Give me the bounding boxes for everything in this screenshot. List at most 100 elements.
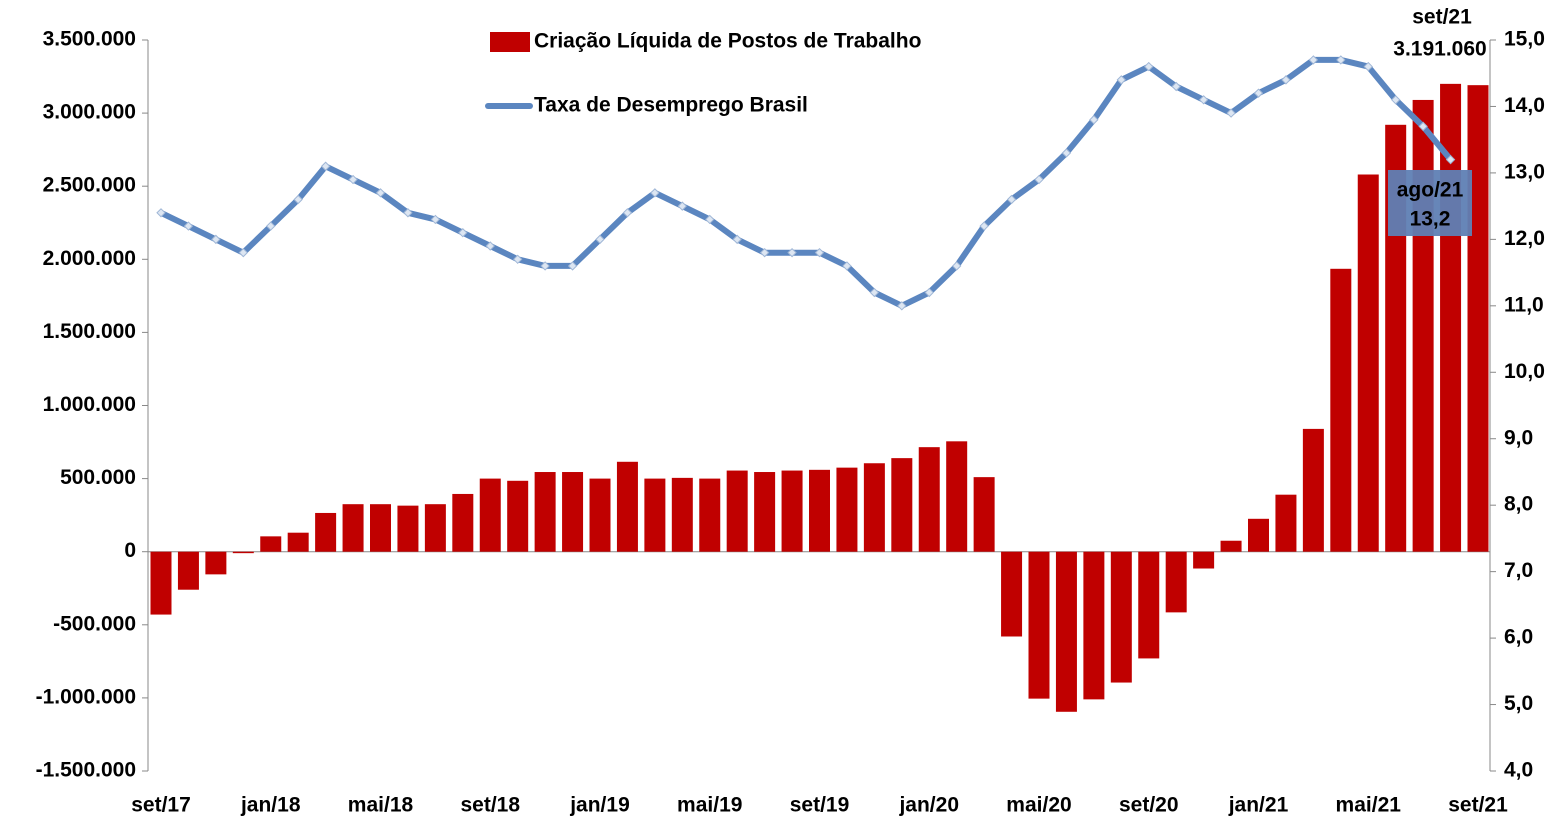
line-marker — [1116, 75, 1127, 85]
bar — [1083, 551, 1105, 700]
line-marker — [677, 201, 688, 211]
line-marker — [238, 247, 249, 258]
bar — [177, 551, 199, 590]
bar — [232, 551, 254, 554]
x-tick-label: jan/20 — [898, 794, 959, 817]
bar — [946, 441, 968, 552]
bar — [1220, 540, 1242, 552]
x-tick-label: set/19 — [790, 794, 850, 817]
line-marker — [1089, 115, 1099, 125]
line-marker — [842, 261, 852, 271]
annotation: 13,2 — [1410, 208, 1451, 231]
line-marker — [814, 247, 825, 258]
x-tick-label: set/17 — [131, 794, 191, 817]
line-marker — [759, 247, 770, 258]
line-marker — [650, 188, 660, 198]
line-marker — [156, 208, 166, 218]
annotation: 3.191.060 — [1393, 38, 1486, 61]
y2-tick-label: 9,0 — [1504, 426, 1533, 449]
annotation-box — [1388, 170, 1472, 236]
line-marker — [1308, 55, 1319, 65]
bar — [1275, 494, 1297, 552]
bar — [452, 493, 474, 552]
line-marker — [1390, 95, 1401, 105]
x-tick-label: jan/19 — [569, 794, 630, 817]
line-marker — [1253, 88, 1264, 98]
y-tick-label: 3.000.000 — [43, 101, 136, 124]
line-marker — [266, 221, 276, 231]
bar — [1193, 551, 1215, 569]
line-marker — [458, 228, 468, 238]
line-marker — [979, 221, 989, 231]
y-tick-label: 3.500.000 — [43, 28, 136, 51]
x-tick-label: mai/18 — [348, 794, 414, 817]
line-marker — [1171, 81, 1181, 92]
line-marker — [1226, 108, 1236, 118]
bar — [424, 504, 446, 552]
line-marker — [403, 208, 413, 218]
bar — [1330, 268, 1352, 552]
line-marker — [211, 234, 221, 245]
bar — [260, 536, 282, 552]
y2-tick-label: 6,0 — [1504, 626, 1533, 649]
bar — [836, 467, 858, 552]
bar — [726, 470, 748, 552]
y-tick-label: -1.000.000 — [36, 685, 136, 708]
line-marker — [732, 234, 742, 245]
bar — [1138, 551, 1160, 659]
line-marker — [1363, 61, 1373, 72]
line-marker — [595, 234, 605, 245]
bar — [918, 447, 940, 552]
bar — [973, 477, 995, 552]
bar — [1055, 551, 1077, 712]
line-marker — [1281, 75, 1291, 85]
y2-tick-label: 5,0 — [1504, 692, 1533, 715]
x-tick-label: jan/18 — [240, 794, 301, 817]
bar — [562, 472, 584, 552]
y-tick-label: 1.500.000 — [43, 320, 136, 343]
line-marker — [320, 161, 331, 171]
y-tick-label: 500.000 — [60, 466, 136, 489]
line-marker — [1198, 95, 1209, 105]
x-tick-label: jan/21 — [1228, 794, 1289, 817]
y2-tick-label: 8,0 — [1504, 493, 1533, 516]
bar — [699, 478, 721, 552]
legend-label: Taxa de Desemprego Brasil — [534, 94, 808, 117]
line-marker — [869, 287, 880, 298]
bar — [1357, 174, 1379, 552]
bar — [287, 532, 309, 552]
line-marker — [1445, 154, 1456, 165]
line-marker — [897, 301, 907, 311]
bar — [644, 478, 666, 552]
bar — [781, 470, 803, 552]
line-marker — [951, 261, 962, 271]
y2-tick-label: 4,0 — [1504, 759, 1533, 782]
line-marker — [622, 208, 633, 218]
x-tick-label: mai/20 — [1006, 794, 1071, 817]
line-marker — [1061, 148, 1072, 158]
x-tick-label: mai/21 — [1336, 794, 1402, 817]
y2-tick-label: 11,0 — [1504, 293, 1544, 316]
x-tick-label: set/18 — [460, 794, 520, 817]
line-marker — [348, 174, 358, 185]
line-marker — [705, 214, 715, 225]
bar — [1467, 85, 1489, 552]
bar — [150, 551, 172, 615]
y2-tick-label: 13,0 — [1504, 160, 1545, 183]
bar — [1302, 428, 1324, 552]
line-marker — [512, 254, 523, 265]
bar — [342, 504, 364, 552]
bar — [397, 505, 419, 552]
line-marker — [1144, 61, 1154, 72]
bar — [479, 478, 501, 552]
bar — [205, 551, 227, 575]
y-tick-label: -1.500.000 — [36, 759, 136, 782]
y-tick-label: 0 — [124, 539, 136, 562]
y-tick-label: 2.000.000 — [43, 247, 136, 270]
x-tick-label: set/20 — [1119, 794, 1179, 817]
x-tick-label: mai/19 — [677, 794, 742, 817]
line-marker — [540, 261, 550, 271]
x-tick-label: set/21 — [1448, 794, 1508, 817]
bar — [1001, 551, 1023, 637]
